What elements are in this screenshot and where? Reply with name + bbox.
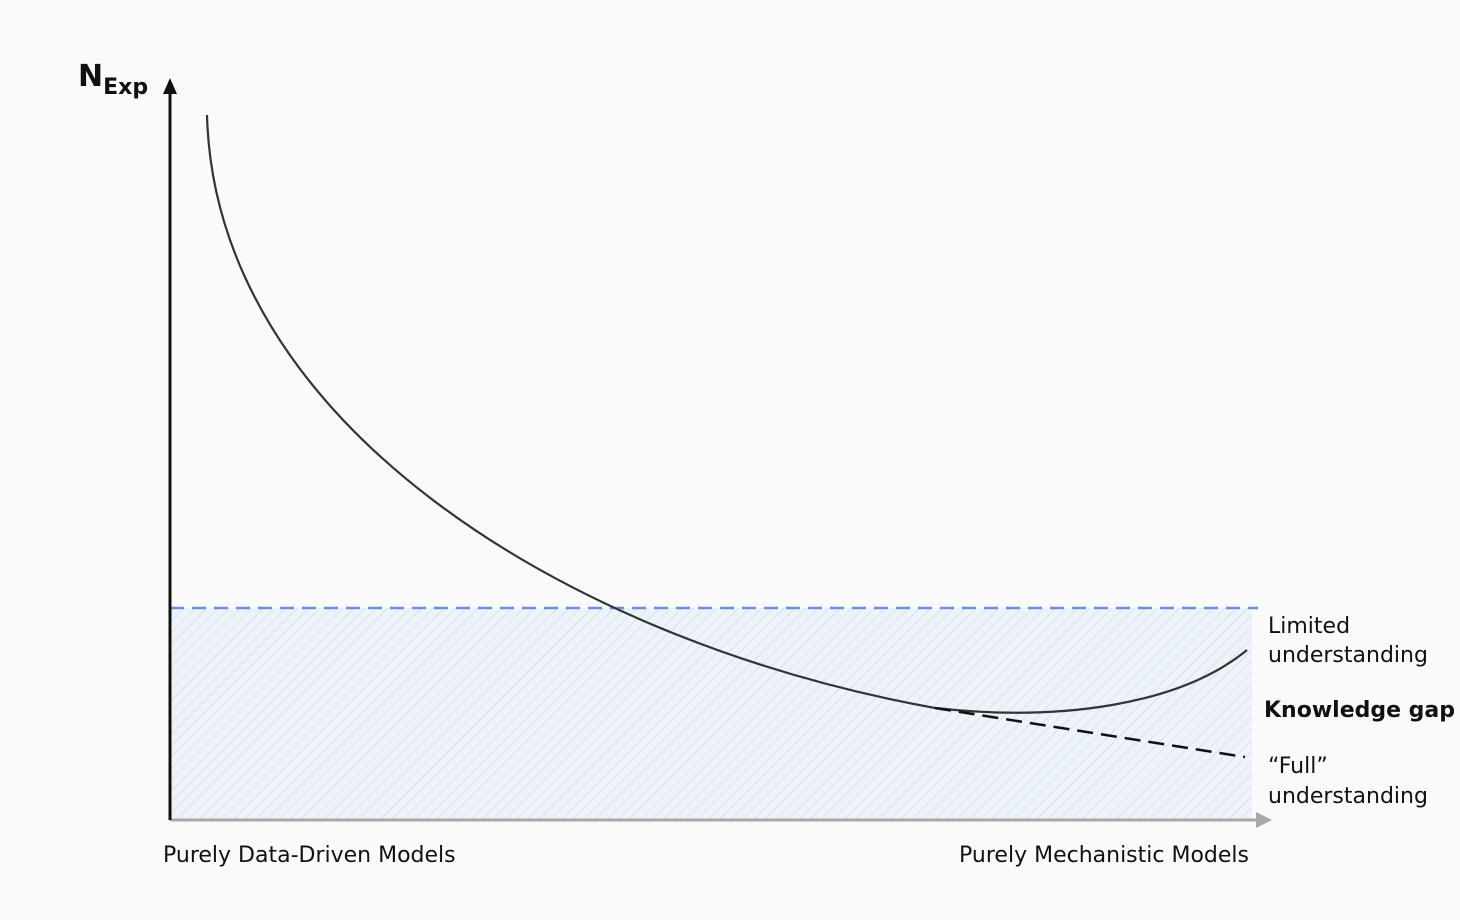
y-label-main: N <box>78 59 103 94</box>
hatched-region <box>170 608 1252 820</box>
y-axis-arrow <box>163 78 177 94</box>
full-understanding-line <box>934 706 1246 759</box>
y-label-subscript: Exp <box>103 75 148 100</box>
limited-label: Limited <box>1268 614 1350 639</box>
full-label: “Full” <box>1268 754 1328 779</box>
limited-label: understanding <box>1268 643 1428 668</box>
curve <box>205 114 1248 714</box>
x-axis-arrow <box>1256 812 1272 828</box>
x-left-label: Purely Data-Driven Models <box>163 843 456 868</box>
full-label: understanding <box>1268 784 1428 809</box>
y-axis-label: NExp <box>78 59 148 100</box>
x-right-label: Purely Mechanistic Models <box>959 843 1249 868</box>
gap-label: Knowledge gap <box>1264 698 1455 723</box>
